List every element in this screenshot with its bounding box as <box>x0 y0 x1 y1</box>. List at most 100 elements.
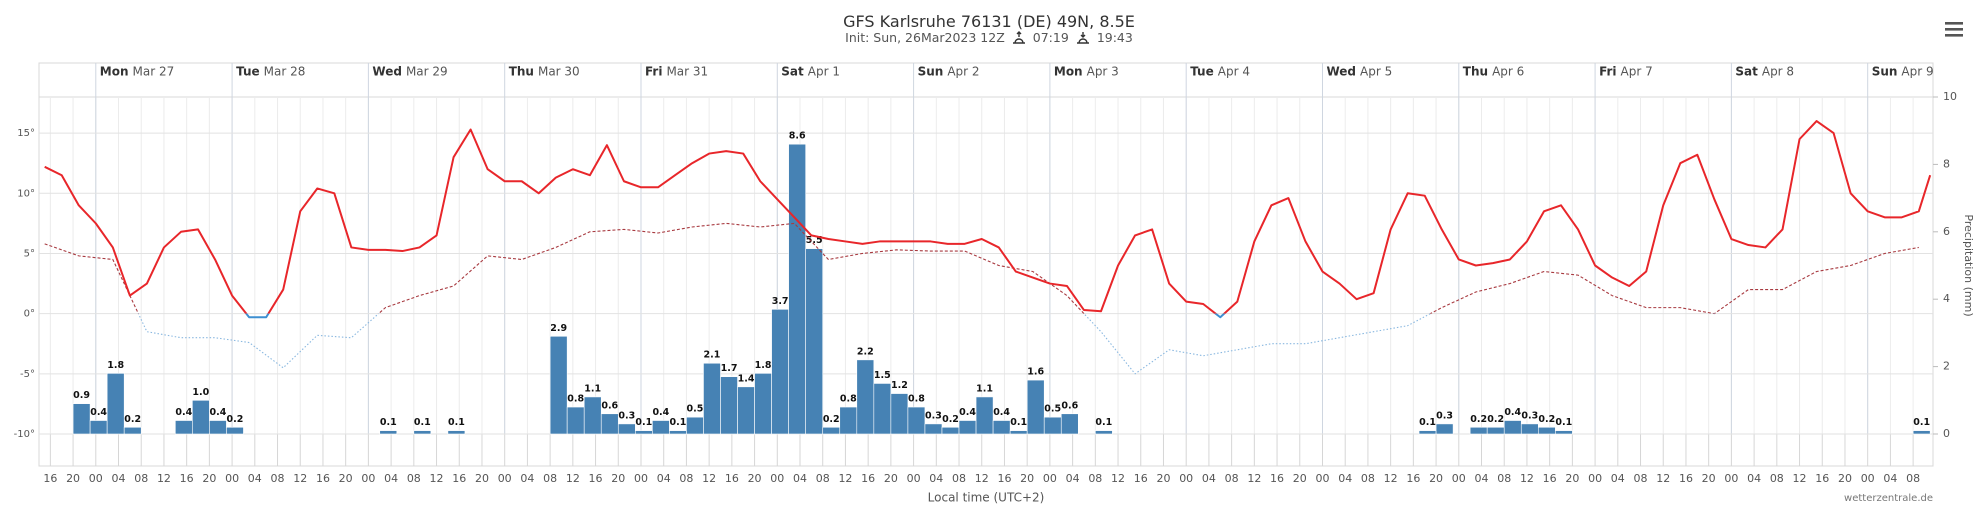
x-tick-label: 12 <box>1793 472 1807 485</box>
precip-bar <box>1537 426 1556 435</box>
x-tick-label: 16 <box>452 472 466 485</box>
x-tick-label: 04 <box>1747 472 1761 485</box>
x-tick-label: 20 <box>1156 472 1170 485</box>
x-tick-label: 04 <box>1475 472 1489 485</box>
precip-bar <box>123 426 142 435</box>
precip-label: 0.2 <box>823 414 840 425</box>
y-tick-label: -5° <box>20 369 35 380</box>
y-tick-label: 0° <box>24 309 35 320</box>
day-date: Mar 27 <box>133 65 175 79</box>
precip-label: 0.6 <box>601 400 618 411</box>
x-tick-label: 08 <box>952 472 966 485</box>
precip-bar <box>566 406 585 435</box>
x-tick-label: 00 <box>634 472 648 485</box>
x-tick-label: 16 <box>1270 472 1284 485</box>
y2-tick-label: 8 <box>1943 157 1950 170</box>
precip-bar <box>1026 379 1045 435</box>
x-tick-label: 04 <box>384 472 398 485</box>
precip-bar <box>617 423 636 435</box>
x-tick-label: 00 <box>361 472 375 485</box>
x-tick-label: 00 <box>1724 472 1738 485</box>
precip-label: 0.1 <box>1555 417 1572 428</box>
precip-label: 0.1 <box>1010 417 1027 428</box>
x-tick-label: 20 <box>748 472 762 485</box>
x-tick-label: 16 <box>1406 472 1420 485</box>
precip-label: 1.4 <box>738 373 755 384</box>
precip-label: 5.5 <box>806 235 823 246</box>
day-weekday: Fri <box>1599 65 1616 79</box>
menu-button[interactable] <box>1944 20 1964 38</box>
precip-bar <box>686 416 704 435</box>
y-tick-label: -10° <box>14 429 35 440</box>
precip-label: 0.2 <box>1538 414 1555 425</box>
x-tick-label: 12 <box>975 472 989 485</box>
precip-label: 0.1 <box>1913 417 1930 428</box>
day-weekday: Sun <box>918 65 944 79</box>
precip-bar <box>924 423 943 435</box>
precip-bar <box>72 403 91 435</box>
day-weekday: Sat <box>781 65 804 79</box>
day-weekday: Mon <box>100 65 129 79</box>
precip-bar <box>873 383 892 435</box>
x-tick-label: 20 <box>611 472 625 485</box>
precip-label: 0.8 <box>840 394 857 405</box>
precip-label: 0.8 <box>908 394 925 405</box>
x-tick-label: 20 <box>1838 472 1852 485</box>
precip-label: 1.1 <box>584 383 601 394</box>
precip-bar <box>1435 423 1454 435</box>
precip-label: 0.3 <box>618 410 635 421</box>
precip-label: 8.6 <box>789 131 806 142</box>
x-tick-label: 08 <box>543 472 557 485</box>
y-tick-label: 10° <box>17 188 35 199</box>
x-tick-label: 16 <box>316 472 330 485</box>
x-tick-label: 08 <box>407 472 421 485</box>
x-tick-label: 04 <box>1202 472 1216 485</box>
precip-label: 0.3 <box>1436 410 1453 421</box>
series-line-above-zero <box>44 222 1919 314</box>
y-tick-label: 15° <box>17 128 35 139</box>
x-tick-label: 08 <box>1088 472 1102 485</box>
x-tick-label: 20 <box>1293 472 1307 485</box>
precip-label: 3.7 <box>772 296 789 307</box>
day-date: Apr 7 <box>1621 65 1653 79</box>
x-tick-label: 08 <box>679 472 693 485</box>
x-tick-label: 00 <box>1043 472 1057 485</box>
x-tick-label: 04 <box>1066 472 1080 485</box>
x-tick-label: 00 <box>1452 472 1466 485</box>
x-tick-label: 16 <box>589 472 603 485</box>
precip-bar <box>1912 430 1931 435</box>
x-tick-label: 04 <box>1883 472 1897 485</box>
x-tick-label: 08 <box>1634 472 1648 485</box>
precip-label: 0.1 <box>635 417 652 428</box>
x-axis-label: Local time (UTC+2) <box>928 491 1045 505</box>
precip-label: 0.2 <box>124 414 141 425</box>
x-tick-label: 12 <box>1247 472 1261 485</box>
precip-label: 0.4 <box>959 407 976 418</box>
day-date: Apr 6 <box>1492 65 1524 79</box>
precip-bar <box>1486 426 1505 435</box>
precip-label: 0.1 <box>1095 417 1112 428</box>
precip-label: 0.4 <box>652 407 669 418</box>
day-date: Apr 8 <box>1762 65 1794 79</box>
x-tick-label: 08 <box>816 472 830 485</box>
x-tick-label: 20 <box>1702 472 1716 485</box>
x-tick-label: 08 <box>1770 472 1784 485</box>
x-tick-label: 04 <box>248 472 262 485</box>
precip-bar <box>1555 430 1573 435</box>
precip-bar <box>600 413 619 435</box>
x-tick-label: 20 <box>1429 472 1443 485</box>
precip-bar <box>703 362 721 435</box>
precip-label: 0.1 <box>380 417 397 428</box>
x-tick-label: 00 <box>1588 472 1602 485</box>
sunrise-icon <box>1012 30 1025 44</box>
precip-label: 1.7 <box>721 363 738 374</box>
precip-label: 2.1 <box>704 350 721 361</box>
y2-axis-label: Precipitation (mm) <box>1962 214 1975 316</box>
day-weekday: Wed <box>372 65 402 79</box>
x-tick-label: 16 <box>1815 472 1829 485</box>
y2-tick-label: 0 <box>1943 427 1950 440</box>
day-weekday: Sun <box>1872 65 1898 79</box>
y2-tick-label: 4 <box>1943 292 1950 305</box>
precip-label: 0.1 <box>414 417 431 428</box>
chart-title: GFS Karlsruhe 76131 (DE) 49N, 8.5E <box>843 12 1135 31</box>
